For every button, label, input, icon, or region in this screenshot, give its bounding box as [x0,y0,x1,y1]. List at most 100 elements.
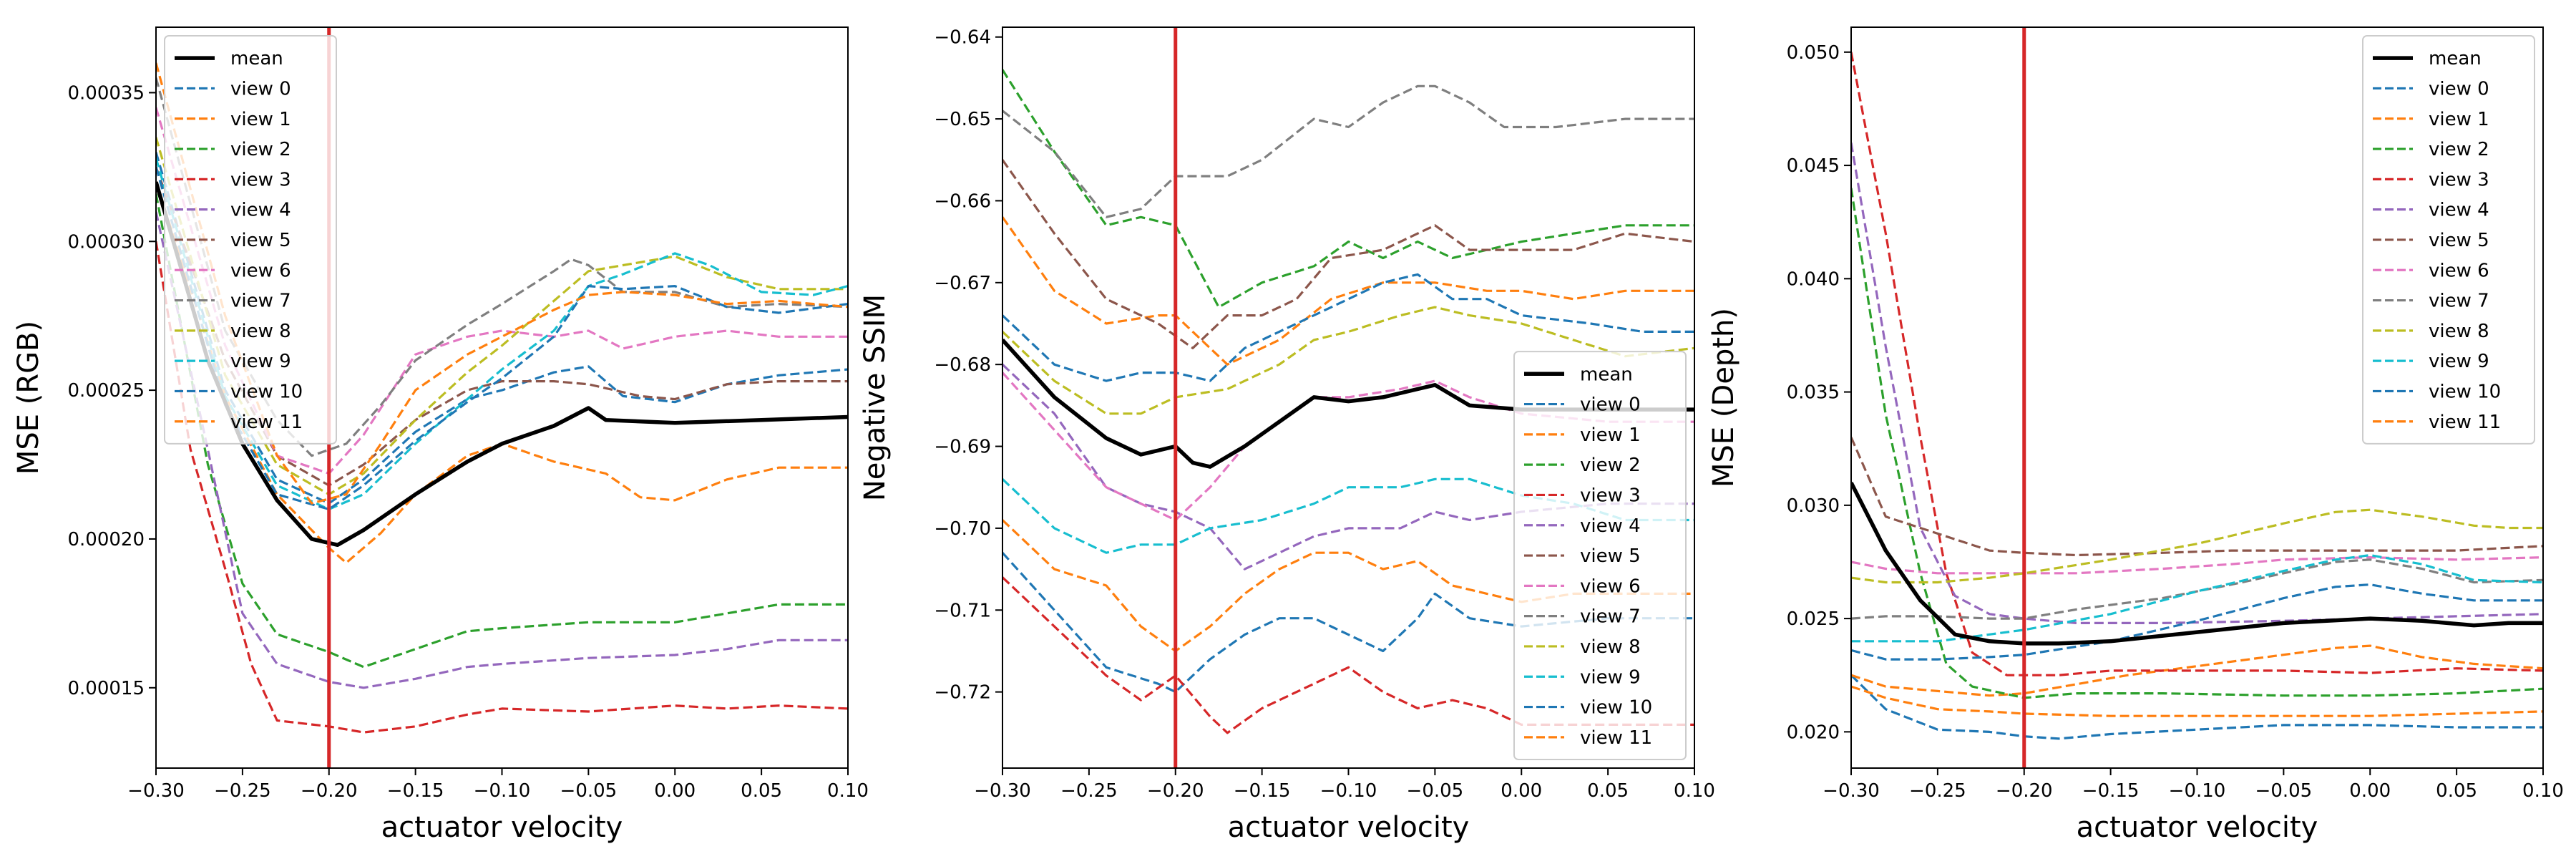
x-tick-label: −0.25 [214,780,271,802]
y-tick-label: −0.66 [934,190,991,212]
y-tick-label: −0.70 [934,518,991,540]
series-line-view-8 [1002,306,1694,415]
legend: mean view 0 view 1 view 2 view 3 view 4 view 5… [1513,351,1687,761]
y-tick-label: 0.025 [1787,608,1840,630]
legend: mean view 0 view 1 view 2 view 3 view 4 view 5… [2362,35,2535,445]
x-tick-label: 0.00 [2349,780,2391,802]
legend-entry: mean [1580,364,1633,385]
legend-entry: view 7 [1580,606,1641,628]
legend-entry: view 9 [230,351,291,372]
y-tick-label: −0.65 [934,109,991,130]
legend-entry: view 11 [2429,412,2501,433]
y-tick-label: 0.050 [1787,42,1840,64]
legend-box [2362,35,2535,445]
legend-entry: view 11 [1580,727,1652,749]
legend-entry: view 7 [230,291,291,312]
y-axis-label: MSE (RGB) [12,321,45,475]
x-tick-label: 0.00 [1501,780,1542,802]
legend-entry: mean [2429,48,2482,69]
x-tick-label: 0.10 [2522,780,2564,802]
series-line-mean [1002,339,1694,469]
legend-entry: view 1 [230,109,291,130]
series-line-view-11 [1002,519,1694,653]
series-line-view-9 [1851,553,2543,643]
series-line-view-0 [1851,674,2543,740]
series-line-view-4 [1002,364,1694,571]
legend-box [164,35,337,445]
legend-entry: view 10 [230,381,303,402]
x-tick-label: −0.30 [1823,780,1880,802]
series-line-view-7 [1851,558,2543,620]
x-axis-label: actuator velocity [381,811,623,844]
series-line-view-2 [156,193,848,669]
legend-entry: view 8 [230,321,291,342]
x-tick-label: −0.20 [301,780,358,802]
series-line-mean [1851,481,2543,646]
subplot-mse-depth: −0.30 −0.25 −0.20 −0.15 −0.10 −0.05 0.00 0.05 0.… [1707,26,2564,844]
x-tick-label: −0.10 [2169,780,2226,802]
y-tick-label: −0.69 [934,437,991,458]
subplot-mse-rgb: −0.30 −0.25 −0.20 −0.15 −0.10 −0.05 0.00 0.05 0.… [12,26,869,844]
x-tick-label: −0.10 [474,780,531,802]
y-tick-label: 0.045 [1787,155,1840,177]
y-tick-label: −0.68 [934,354,991,376]
legend-entry: view 0 [2429,78,2489,100]
y-tick-label: 0.040 [1787,268,1840,290]
y-tick-label: −0.67 [934,273,991,294]
series-line-view-0 [1002,552,1694,694]
x-tick-label: −0.20 [1996,780,2053,802]
y-tick-label: −0.72 [934,682,991,704]
series-line-view-10 [156,166,848,510]
legend-entry: view 8 [2429,321,2489,342]
y-tick-label: −0.64 [934,27,991,49]
series-line-view-4 [156,211,848,689]
series-line-view-0 [156,152,848,505]
x-tick-label: −0.05 [560,780,618,802]
legend-entry: view 0 [1580,394,1641,416]
legend-entry: view 10 [1580,697,1652,719]
legend-entry: mean [230,48,283,69]
legend-entry: view 5 [230,230,291,251]
y-axis-label: Negative SSIM [859,294,892,501]
x-tick-label: 0.05 [1587,780,1629,802]
y-axis-label: MSE (Depth) [1707,308,1740,487]
x-tick-label: −0.25 [1060,780,1118,802]
legend-entry: view 0 [230,78,291,100]
legend-entry: view 5 [2429,230,2489,251]
legend-entry: view 9 [2429,351,2489,372]
legend-entry: view 2 [1580,455,1641,476]
x-tick-label: 0.05 [741,780,782,802]
legend-box [1513,351,1687,761]
legend: mean view 0 view 1 view 2 view 3 view 4 view 5… [164,35,337,445]
legend-entry: view 11 [230,412,303,433]
series-line-view-6 [1851,556,2543,575]
legend-entry: view 4 [2429,200,2489,221]
x-tick-label: −0.30 [974,780,1031,802]
series-line-view-8 [1851,508,2543,584]
x-tick-label: −0.05 [2255,780,2313,802]
series-line-view-11 [156,62,848,505]
series-line-view-3 [156,241,848,734]
y-tick-label: 0.00030 [67,231,145,253]
series-line-view-1 [1002,216,1694,366]
series-line-view-1 [156,181,848,564]
plot-area [1851,52,2543,740]
y-tick-label: 0.035 [1787,382,1840,404]
y-tick-label: 0.00035 [67,82,145,104]
x-tick-label: −0.10 [1320,780,1377,802]
series-line-view-5 [1002,159,1694,349]
x-tick-label: −0.05 [1407,780,1464,802]
legend-entry: view 4 [230,200,291,221]
x-tick-label: −0.15 [2082,780,2140,802]
series-line-view-6 [156,107,848,475]
series-line-view-9 [156,157,848,510]
x-tick-label: −0.30 [127,780,185,802]
legend-entry: view 5 [1580,545,1641,567]
series-line-view-2 [1851,188,2543,699]
x-tick-label: −0.20 [1147,780,1204,802]
legend-entry: view 4 [1580,515,1641,537]
series-line-view-7 [1002,84,1694,218]
legend-entry: view 6 [1580,576,1641,597]
y-tick-label: 0.00020 [67,529,145,550]
legend-entry: view 6 [230,260,291,281]
